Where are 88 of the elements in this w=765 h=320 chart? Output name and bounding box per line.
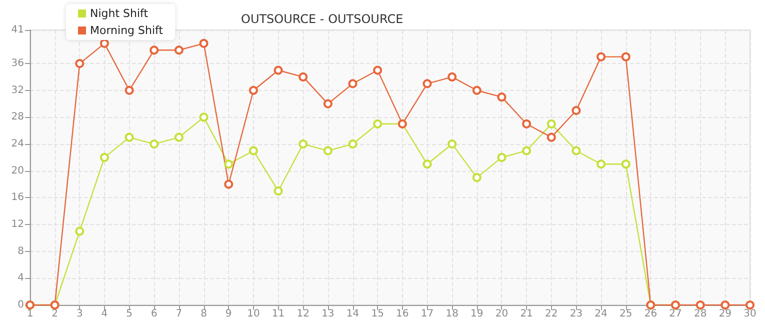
x-tick-label: 15 [371,308,384,320]
legend-label: Night Shift [90,7,149,20]
point [199,112,208,122]
point [546,132,556,142]
point [199,38,208,48]
x-tick-label: 7 [176,308,182,320]
x-tick-label: 11 [272,308,285,320]
x-tick-label: 10 [247,308,260,320]
point [448,140,457,149]
point [274,186,283,196]
y-tick-label: 0 [18,300,24,310]
x-tick-label: 16 [396,308,409,320]
point [323,146,332,156]
y-tick-label: 4 [18,272,24,284]
point [75,226,84,236]
point [497,152,506,162]
point [75,59,84,68]
x-tick-label: 22 [545,308,558,320]
x-tick-label: 20 [495,308,508,320]
point [522,119,532,128]
point [422,79,432,88]
point [596,52,606,62]
point [572,106,581,115]
y-tick-label: 41 [11,24,24,36]
point [274,66,283,75]
x-tick-label: 3 [76,308,83,320]
point [248,146,258,156]
x-tick-label: 6 [150,308,158,320]
point [100,152,109,162]
point [150,140,159,149]
point [174,46,184,55]
x-tick-label: 18 [446,308,458,320]
x-tick-label: 1 [26,308,34,320]
x-tick-label: 9 [225,308,232,320]
x-tick-label: 27 [669,308,682,320]
x-tick-label: 26 [644,308,658,320]
x-tick-label: 4 [101,308,108,320]
point [596,160,606,169]
x-tick-label: 12 [296,308,310,320]
point [720,300,730,310]
y-tick-label: 20 [11,165,24,176]
point [621,52,630,62]
x-tick-label: 5 [126,308,132,320]
point [696,300,705,310]
x-tick-label: 13 [322,308,334,320]
point [224,180,234,189]
y-tick-label: 16 [11,192,24,204]
point [348,79,358,88]
point [472,86,482,95]
point [323,99,332,108]
legend-label: Morning Shift [90,24,164,37]
point [422,160,432,169]
x-tick-label: 25 [619,308,632,320]
point [224,160,234,169]
y-tick-label: 24 [11,138,24,150]
x-tick-label: 23 [570,308,583,320]
point [373,119,382,128]
x-tick-label: 24 [594,308,608,320]
point [298,72,308,82]
x-tick-label: 21 [520,308,533,320]
y-tick-label: 12 [11,219,24,230]
point [497,92,506,102]
point [124,86,134,95]
point [174,132,184,142]
point [546,119,556,128]
point [448,72,457,82]
point [124,132,134,142]
x-tick-label: 28 [694,308,707,320]
y-tick-label: 36 [11,58,24,70]
point [621,160,630,169]
chart-title: OUTSOURCE - OUTSOURCE [241,12,404,26]
x-tick-label: 30 [744,308,756,320]
x-tick-label: 8 [200,308,207,320]
y-tick-label: 28 [11,112,24,123]
point [298,140,308,149]
point [522,146,532,156]
point [150,46,159,55]
point [373,66,382,75]
y-tick-label: 32 [11,84,24,96]
point [572,146,581,156]
x-tick-label: 17 [420,308,434,320]
x-tick-label: 14 [346,308,360,320]
point [248,86,258,95]
x-tick-label: 29 [718,308,732,320]
x-tick-label: 19 [470,308,484,320]
point [348,140,358,149]
y-tick-label: 8 [18,246,24,257]
point [472,173,482,182]
